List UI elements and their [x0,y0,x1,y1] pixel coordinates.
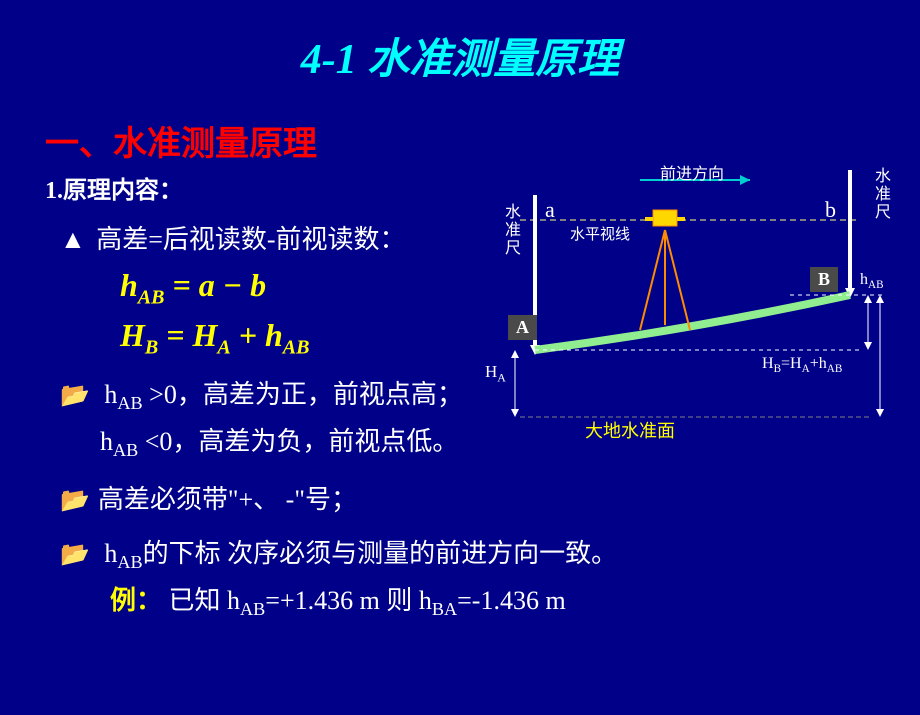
point-b-box: B [810,267,838,292]
direction-arrow-head [740,175,750,185]
tripod-leg-1 [640,230,665,330]
reading-b: b [825,197,836,223]
horizon-text: 水平视线 [570,223,630,244]
hab-arrow-up [864,295,872,303]
folder-icon: 📂 [60,383,90,409]
hab-text: hAB [860,271,884,291]
ha-arrow-up [511,350,519,358]
tripod-leg-2 [665,230,690,330]
slide-title: 4-1 水准测量原理 [0,25,920,86]
folder-icon: 📂 [60,542,90,568]
ground-curve [535,295,850,350]
direction-text: 前进方向 [660,160,724,184]
example-label: 例： [110,586,162,615]
leveling-diagram: 前进方向 水准尺 水准尺 a b 水平视线 A B HA HB=HA+hAB h… [490,155,890,440]
ha-text: HA [485,362,506,385]
hb-formula-text: HB=HA+hAB [762,355,842,375]
right-rod-label: 水准尺 [868,167,892,221]
example-line: 例： 已知 hAB=+1.436 m 则 hBA=-1.436 m [110,581,920,623]
folder-icon: 📂 [60,488,90,514]
instrument-scope-left [645,217,653,221]
hb-arrow-down [876,409,884,417]
left-rod-label: 水准尺 [498,203,522,257]
hb-arrow-up [876,295,884,303]
point-a-box: A [508,315,537,340]
note-sign: 📂高差必须带"+、 -"号； [60,480,920,519]
line1-text: 高差=后视读数-前视读数： [96,225,405,254]
datum-text: 大地水准面 [585,417,675,443]
ha-arrow-down [511,409,519,417]
note-subscript-order: 📂 hAB的下标 次序必须与测量的前进方向一致。 [60,534,920,576]
hab-arrow-down [864,342,872,350]
instrument-body [653,210,677,226]
reading-a: a [545,197,555,223]
instrument-scope-right [677,217,685,221]
